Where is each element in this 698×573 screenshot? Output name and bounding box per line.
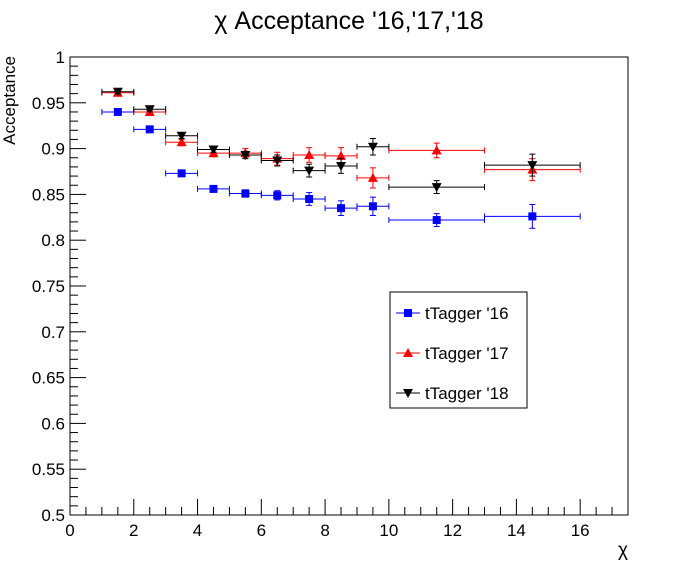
x-tick-label: 8 — [320, 521, 329, 540]
y-tick-label: 0.6 — [41, 414, 65, 433]
data-marker — [368, 202, 377, 211]
legend: tTagger '16 tTagger '17 tTagger '18 — [389, 291, 528, 409]
x-tick-label: 10 — [379, 521, 398, 540]
x-tick-label: 4 — [193, 521, 202, 540]
x-axis-label: χ — [618, 540, 628, 561]
data-point — [197, 184, 230, 193]
data-point — [101, 107, 135, 116]
legend-label: tTagger '16 — [425, 304, 509, 323]
y-tick-label: 0.7 — [41, 323, 65, 342]
data-marker — [304, 166, 315, 176]
x-tick-label: 12 — [443, 521, 462, 540]
data-point — [228, 150, 262, 161]
data-point — [388, 213, 486, 227]
legend-marker — [403, 348, 413, 357]
data-point — [292, 147, 326, 163]
x-tick-label: 0 — [65, 521, 74, 540]
legend-label: tTagger '18 — [425, 384, 509, 403]
data-marker — [367, 142, 378, 152]
data-point — [484, 203, 581, 229]
data-marker — [528, 212, 537, 221]
data-marker — [208, 145, 219, 155]
y-tick-label: 0.8 — [41, 231, 65, 250]
data-marker — [336, 162, 347, 172]
data-point — [388, 142, 486, 159]
data-marker — [144, 105, 155, 115]
data-point — [133, 105, 167, 115]
data-point — [165, 137, 199, 147]
y-tick-label: 0.9 — [41, 140, 65, 159]
data-point — [197, 145, 230, 155]
x-tick-label: 14 — [507, 521, 526, 540]
data-marker — [367, 172, 378, 182]
data-marker — [177, 169, 186, 178]
data-marker — [240, 151, 251, 161]
data-marker — [113, 107, 122, 116]
data-point — [484, 153, 581, 177]
series-2 — [101, 87, 581, 194]
data-point — [228, 189, 262, 198]
data-point — [292, 192, 326, 206]
legend-entry: tTagger '17 — [396, 344, 509, 363]
data-point — [356, 138, 390, 156]
data-point — [165, 131, 199, 141]
data-marker — [176, 137, 187, 147]
data-marker — [432, 216, 441, 225]
legend-marker — [404, 309, 412, 317]
data-marker — [431, 183, 442, 193]
data-point — [101, 87, 135, 97]
y-tick-label: 0.65 — [32, 369, 65, 388]
y-tick-label: 0.5 — [41, 506, 65, 525]
legend-entry: tTagger '18 — [396, 384, 509, 403]
data-point — [260, 154, 294, 167]
y-tick-label: 0.85 — [32, 185, 65, 204]
axes: 0 2 4 6 8 10 12 14 16 0.5 0.55 0.6 0.65 0.7 0.75 0.8 0.8… — [32, 48, 629, 540]
series-layer — [101, 87, 581, 229]
data-marker — [112, 87, 123, 97]
data-point — [324, 158, 358, 174]
data-marker — [241, 189, 250, 198]
legend-entry: tTagger '16 — [396, 304, 509, 323]
data-marker — [272, 156, 283, 166]
data-marker — [337, 204, 346, 213]
y-tick-label: 0.95 — [32, 94, 65, 113]
chart-title: χ Acceptance '16,'17,'18 — [214, 7, 483, 35]
data-marker — [209, 184, 218, 193]
x-tick-label: 6 — [257, 521, 266, 540]
data-marker — [176, 131, 187, 141]
y-axis-label: Acceptance — [0, 56, 19, 145]
data-marker — [336, 150, 347, 160]
y-tick-label: 0.55 — [32, 460, 65, 479]
data-marker — [431, 145, 442, 155]
data-point — [292, 163, 326, 178]
x-tick-label: 2 — [129, 521, 138, 540]
legend-box — [389, 291, 528, 409]
data-marker — [304, 150, 315, 160]
data-marker — [145, 125, 154, 134]
data-point — [260, 190, 294, 201]
y-tick-label: 1 — [56, 48, 65, 67]
data-marker — [273, 191, 282, 200]
legend-label: tTagger '17 — [425, 344, 509, 363]
legend-marker — [403, 389, 413, 398]
data-point — [133, 125, 167, 134]
y-tick-label: 0.75 — [32, 277, 65, 296]
data-point — [356, 196, 390, 216]
x-tick-label: 16 — [571, 521, 590, 540]
data-marker — [527, 161, 538, 171]
data-point — [388, 180, 486, 194]
data-point — [165, 169, 199, 178]
data-marker — [305, 194, 314, 203]
data-point — [356, 167, 390, 189]
data-point — [324, 200, 358, 216]
series-0 — [101, 107, 581, 229]
